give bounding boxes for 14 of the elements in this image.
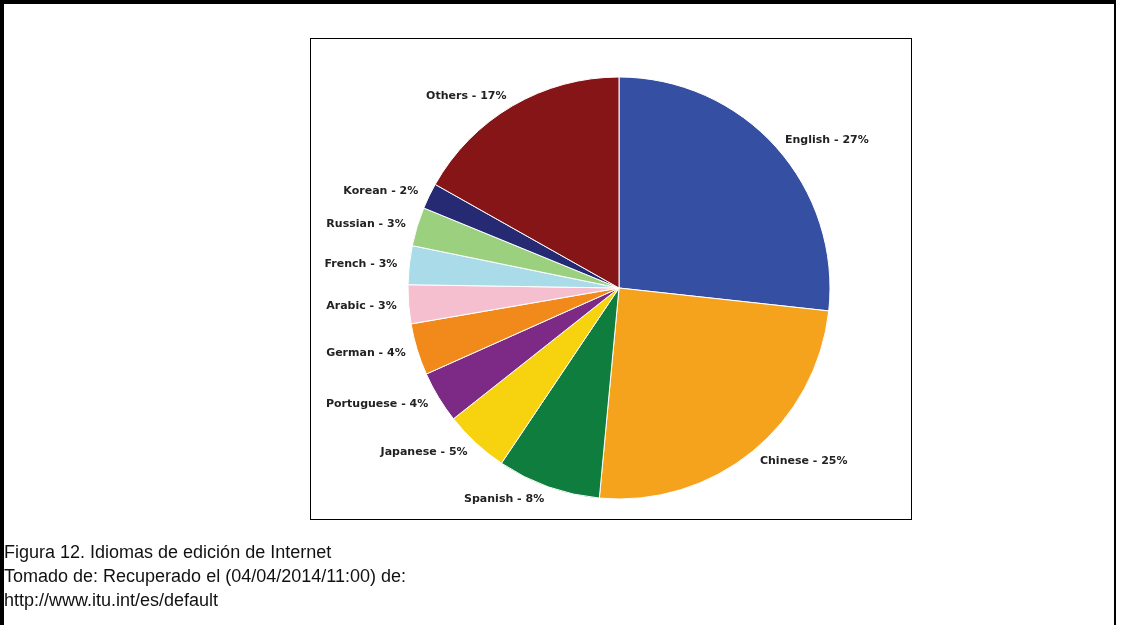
slice-label: Others - 17% [426,88,507,102]
slice-label: Japanese - 5% [379,445,468,459]
text: Tomado de: Recuperado el (04/04/2014/11:00) de: [4,565,406,588]
slice-label: English - 27% [785,132,869,146]
slice-label: Portuguese - 4% [326,396,429,410]
slice-label: Arabic - 3% [326,298,397,312]
slice-label: Korean - 2% [343,184,419,198]
slice-label: German - 4% [326,346,406,360]
slice-label: Spanish - 8% [464,491,545,505]
text: Figura 12. Idiomas de edición de Internet [4,541,333,564]
slice-label: Russian - 3% [326,216,406,230]
text: http://www.itu.int/es/default [4,589,220,612]
slice-label: French - 3% [324,257,398,271]
slice-label: Chinese - 25% [759,454,848,468]
